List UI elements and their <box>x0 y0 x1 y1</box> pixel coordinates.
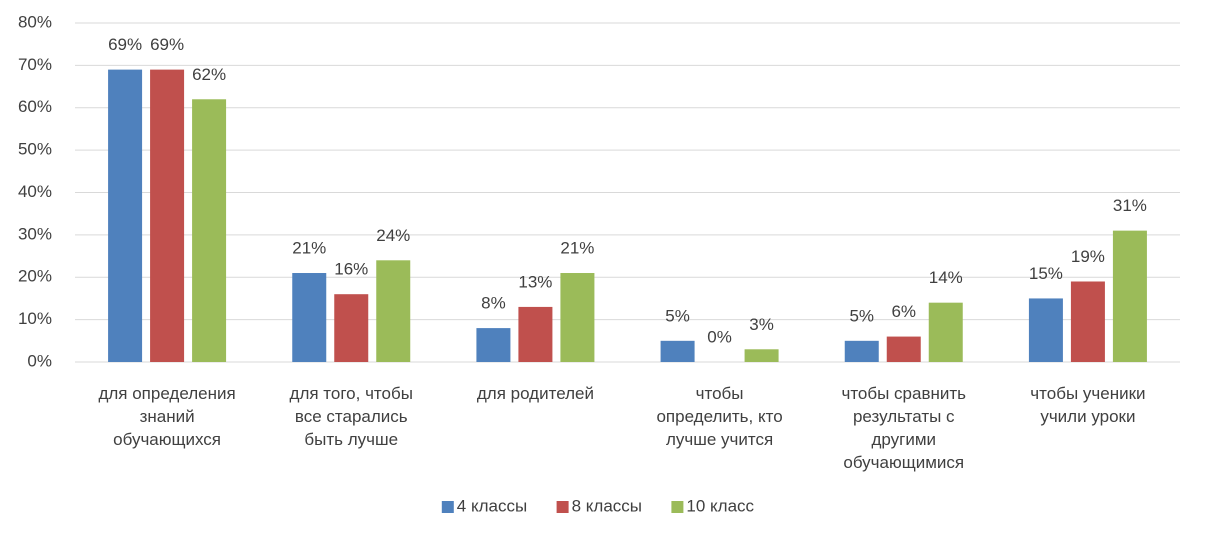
value-label: 69% <box>108 35 142 54</box>
x-tick-label-line: чтобы ученики <box>1030 384 1145 403</box>
bar <box>1028 298 1063 362</box>
x-tick-label-line: обучающимися <box>843 453 964 472</box>
bar <box>476 328 511 362</box>
legend-swatch <box>441 501 454 513</box>
bar <box>660 340 695 362</box>
bar <box>928 302 963 362</box>
value-label: 69% <box>150 35 184 54</box>
bar <box>1070 281 1105 362</box>
value-label: 24% <box>376 226 410 245</box>
y-tick-label: 10% <box>18 309 52 328</box>
value-label: 5% <box>665 306 690 325</box>
bar <box>376 260 411 362</box>
y-tick-label: 50% <box>18 140 52 159</box>
bar <box>560 273 595 362</box>
y-tick-label: 30% <box>18 224 52 243</box>
value-label: 5% <box>849 306 874 325</box>
value-label: 16% <box>334 260 368 279</box>
x-tick-label: для того, чтобы все старались быть лучше <box>290 384 413 449</box>
x-tick-label: чтобы сравнить результаты с другими обучающ… <box>841 384 966 472</box>
legend-label: 8 классы <box>572 496 642 515</box>
value-label: 31% <box>1113 196 1147 215</box>
value-label: 6% <box>891 302 916 321</box>
x-tick-label-line: для родителей <box>477 384 594 403</box>
bar <box>744 349 779 362</box>
x-tick-label: для определения знаний обучающихся <box>98 384 235 449</box>
y-tick-label: 20% <box>18 267 52 286</box>
x-tick-label-line: для того, чтобы <box>290 384 413 403</box>
x-tick-label-line: быть лучше <box>304 430 398 449</box>
x-tick-label-line: знаний <box>140 407 195 426</box>
x-tick-label-line: для определения <box>98 384 235 403</box>
x-tick-label-line: чтобы <box>696 384 744 403</box>
y-tick-label: 60% <box>18 97 52 116</box>
x-tick-label: чтобы определить, кто лучше учится <box>656 384 782 449</box>
bar <box>108 69 143 363</box>
value-label: 21% <box>292 238 326 257</box>
value-label: 3% <box>749 315 774 334</box>
bar <box>886 336 921 362</box>
x-tick-label-line: другими <box>871 430 936 449</box>
value-label: 19% <box>1071 247 1105 266</box>
y-tick-label: 80% <box>18 12 52 31</box>
x-tick-label: для родителей <box>477 384 594 403</box>
value-label: 62% <box>192 65 226 84</box>
legend-label: 10 класс <box>686 496 754 515</box>
value-label: 14% <box>929 268 963 287</box>
value-label: 8% <box>481 294 506 313</box>
bar <box>334 294 369 362</box>
value-label: 15% <box>1029 264 1063 283</box>
y-tick-label: 40% <box>18 182 52 201</box>
bar <box>844 340 879 362</box>
x-tick-label-line: все старались <box>295 407 408 426</box>
x-tick-label-line: лучше учится <box>666 430 773 449</box>
x-tick-label-line: обучающихся <box>113 430 221 449</box>
x-tick-label-line: результаты с <box>853 407 955 426</box>
value-label: 13% <box>518 272 552 291</box>
value-label: 21% <box>560 238 594 257</box>
x-tick-label-line: учили уроки <box>1040 407 1135 426</box>
bar <box>518 306 553 362</box>
y-tick-label: 70% <box>18 55 52 74</box>
x-tick-label-line: определить, кто <box>656 407 782 426</box>
legend-swatch <box>556 501 569 513</box>
x-tick-label: чтобы ученики учили уроки <box>1030 384 1145 426</box>
bar <box>292 273 327 362</box>
bar <box>1112 230 1147 362</box>
y-tick-label: 0% <box>27 351 52 370</box>
bar <box>150 69 185 363</box>
legend-swatch <box>671 501 684 513</box>
value-label: 0% <box>707 327 732 346</box>
legend-label: 4 классы <box>457 496 527 515</box>
x-tick-label-line: чтобы сравнить <box>841 384 966 403</box>
bar <box>192 99 227 363</box>
